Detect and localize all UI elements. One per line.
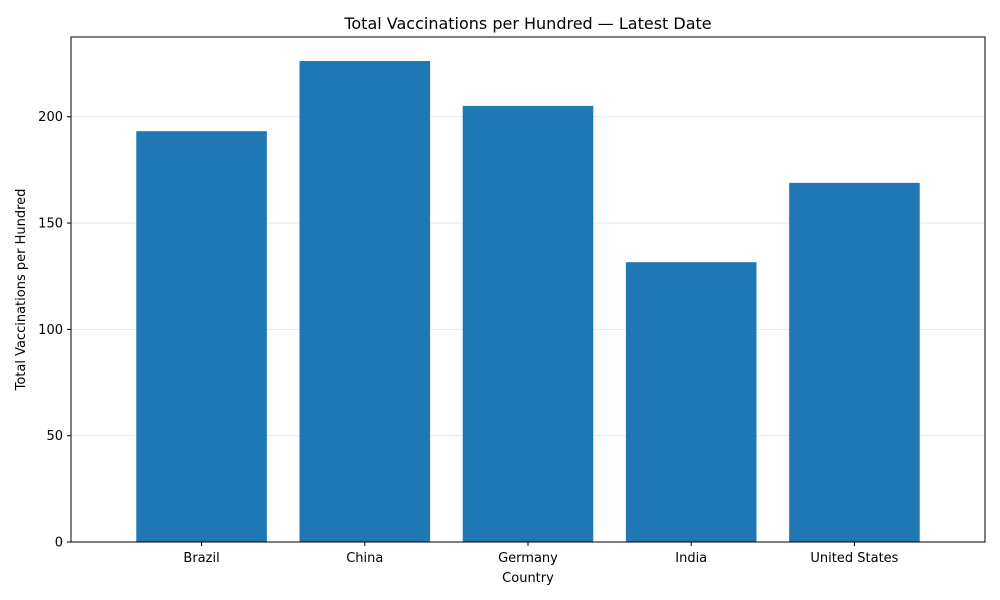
bar-india <box>625 262 757 542</box>
bar-germany <box>462 105 594 542</box>
bar-china <box>299 61 431 542</box>
x-tick-label: United States <box>810 551 898 566</box>
y-tick-label: 150 <box>38 217 63 232</box>
chart-title: Total Vaccinations per Hundred — Latest … <box>343 14 711 33</box>
x-axis-ticks: Brazil China Germany India United States <box>183 542 899 566</box>
y-tick-label: 100 <box>38 323 63 338</box>
x-tick-label: Brazil <box>183 551 219 566</box>
x-tick-label: India <box>675 551 707 566</box>
bar-united-states <box>789 182 920 542</box>
x-tick-label: Germany <box>498 551 558 566</box>
bars <box>136 61 920 542</box>
x-tick-label: China <box>346 551 383 566</box>
y-tick-label: 50 <box>46 429 63 444</box>
y-tick-label: 200 <box>38 110 63 125</box>
x-axis-label: Country <box>502 571 554 586</box>
y-axis-ticks: 0 50 100 150 200 <box>38 110 71 551</box>
y-axis-label: Total Vaccinations per Hundred <box>14 189 29 392</box>
bar-brazil <box>136 131 267 542</box>
y-tick-label: 0 <box>55 536 63 551</box>
